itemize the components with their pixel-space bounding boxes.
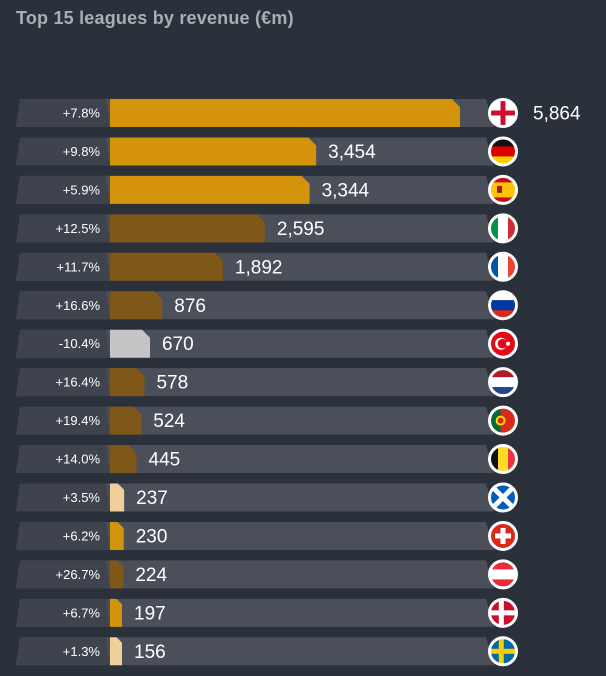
spain-flag-icon xyxy=(488,174,518,205)
bar xyxy=(110,598,122,627)
sweden-flag-icon xyxy=(488,636,518,667)
bar xyxy=(110,175,310,204)
netherlands-flag-icon xyxy=(488,367,518,398)
bar xyxy=(110,291,163,320)
bar-row: +11.7% 1,892 xyxy=(16,251,518,282)
scotland-flag-icon xyxy=(488,482,518,513)
growth-label: +16.6% xyxy=(56,298,101,313)
bar xyxy=(110,99,460,127)
bar-row: +3.5% 237 xyxy=(16,482,518,513)
bar xyxy=(110,483,125,512)
bar-row: -10.4% 670 xyxy=(16,328,518,359)
bar xyxy=(110,137,317,166)
value-label: 5,864 xyxy=(533,104,581,125)
value-label: 224 xyxy=(135,565,167,586)
chart-title: Top 15 leagues by revenue (€m) xyxy=(16,8,294,28)
bar xyxy=(110,368,145,397)
growth-cell xyxy=(16,598,110,627)
value-label: 876 xyxy=(174,296,206,317)
growth-label: +5.9% xyxy=(63,182,101,197)
growth-label: +3.5% xyxy=(63,490,101,505)
bar-row: +19.4% 524 xyxy=(16,405,518,436)
germany-flag-icon xyxy=(488,136,518,167)
growth-label: +7.8% xyxy=(63,106,101,121)
growth-label: +11.7% xyxy=(57,259,101,274)
growth-cell xyxy=(16,560,110,589)
england-flag-icon xyxy=(488,98,518,128)
switzerland-flag-icon xyxy=(488,520,518,551)
russia-flag-icon xyxy=(488,290,518,321)
bar xyxy=(110,637,122,666)
growth-cell xyxy=(16,137,110,166)
bar xyxy=(110,252,223,281)
value-label: 3,344 xyxy=(322,180,370,201)
growth-cell xyxy=(16,483,110,512)
bar-row: +16.6% 876 xyxy=(16,290,518,321)
growth-label: +6.2% xyxy=(63,528,101,543)
growth-cell xyxy=(16,252,110,281)
growth-cell xyxy=(16,175,110,204)
portugal-flag-icon xyxy=(488,405,518,436)
growth-cell xyxy=(16,99,110,127)
growth-cell xyxy=(16,291,110,320)
bar xyxy=(110,406,142,435)
growth-label: -10.4% xyxy=(59,336,101,351)
bar-row: +14.0% 445 xyxy=(16,444,518,475)
bar xyxy=(110,329,150,358)
value-label: 524 xyxy=(153,411,185,432)
value-label: 237 xyxy=(136,488,168,509)
growth-cell xyxy=(16,368,110,397)
value-label: 578 xyxy=(156,373,188,394)
value-label: 197 xyxy=(134,603,166,624)
bar-track xyxy=(16,560,494,589)
growth-label: +16.4% xyxy=(56,375,101,390)
growth-label: +1.3% xyxy=(63,644,101,659)
bar-track xyxy=(16,521,494,550)
austria-flag-icon xyxy=(488,559,518,590)
value-label: 3,454 xyxy=(328,142,376,163)
bar xyxy=(110,445,137,474)
bar xyxy=(110,521,124,550)
denmark-flag-icon xyxy=(488,597,518,628)
bar-row: +7.8% 5,864 xyxy=(16,98,581,128)
growth-label: +19.4% xyxy=(56,413,101,428)
bar-row: +6.2% 230 xyxy=(16,520,518,551)
value-label: 670 xyxy=(162,334,194,355)
turkey-flag-icon xyxy=(488,328,518,359)
value-label: 230 xyxy=(136,526,168,547)
growth-cell xyxy=(16,406,110,435)
bar xyxy=(110,214,265,243)
bar-row: +6.7% 197 xyxy=(16,597,518,628)
bar-row: +5.9% 3,344 xyxy=(16,174,518,205)
growth-label: +26.7% xyxy=(56,567,101,582)
bar-row: +16.4% 578 xyxy=(16,367,518,398)
value-label: 2,595 xyxy=(277,219,325,240)
bar-row: +26.7% 224 xyxy=(16,559,518,590)
growth-cell xyxy=(16,521,110,550)
growth-label: +9.8% xyxy=(63,144,101,159)
bar-track xyxy=(16,637,494,666)
bar-row: +9.8% 3,454 xyxy=(16,136,518,167)
growth-label: +6.7% xyxy=(63,605,101,620)
bar-track xyxy=(16,598,494,627)
growth-cell xyxy=(16,445,110,474)
bar-track xyxy=(16,483,494,512)
bar xyxy=(110,560,124,589)
belgium-flag-icon xyxy=(488,444,518,475)
bar-row: +1.3% 156 xyxy=(16,636,518,667)
value-label: 156 xyxy=(134,642,166,663)
value-label: 445 xyxy=(149,450,181,471)
growth-cell xyxy=(16,214,110,243)
growth-cell xyxy=(16,329,110,358)
france-flag-icon xyxy=(488,251,518,282)
growth-label: +12.5% xyxy=(56,221,101,236)
bar-row: +12.5% 2,595 xyxy=(16,213,518,244)
growth-label: +14.0% xyxy=(56,452,101,467)
italy-flag-icon xyxy=(488,213,518,244)
value-label: 1,892 xyxy=(235,257,283,278)
growth-cell xyxy=(16,637,110,666)
